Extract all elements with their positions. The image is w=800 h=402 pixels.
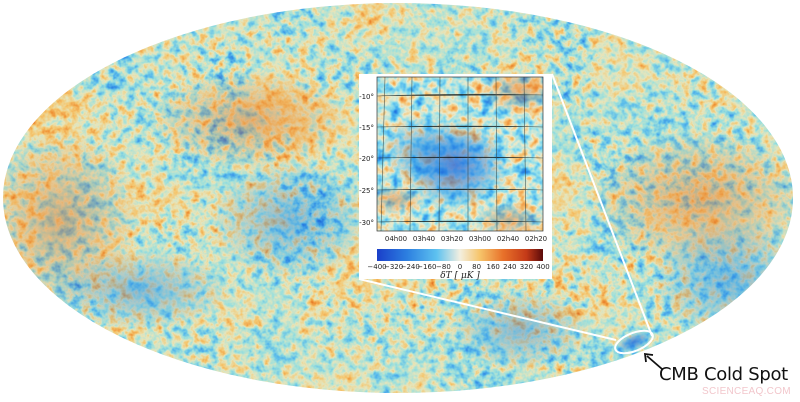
svg-text:03h00: 03h00 bbox=[469, 235, 491, 243]
inset-zoom-panel: -10° -15° -20° -25° -30° 04h00 03h40 03h… bbox=[359, 74, 552, 281]
inset-y-axis: -10° -15° -20° -25° -30° bbox=[359, 93, 374, 227]
inset-graticule bbox=[377, 77, 543, 231]
svg-text:03h40: 03h40 bbox=[413, 235, 435, 243]
svg-text:02h40: 02h40 bbox=[497, 235, 519, 243]
zoom-connector-lines bbox=[358, 73, 653, 341]
svg-text:−80: −80 bbox=[436, 263, 451, 271]
svg-text:−320: −320 bbox=[384, 263, 403, 271]
svg-text:03h20: 03h20 bbox=[441, 235, 463, 243]
watermark: SCIENCEAQ.COM bbox=[702, 386, 791, 397]
svg-text:320: 320 bbox=[520, 263, 533, 271]
svg-text:−400: −400 bbox=[367, 263, 386, 271]
svg-text:02h20: 02h20 bbox=[525, 235, 547, 243]
svg-text:-25°: -25° bbox=[359, 187, 374, 195]
svg-text:-30°: -30° bbox=[359, 219, 374, 227]
colorbar-label: δT [ μK ] bbox=[440, 271, 480, 281]
cold-spot-outline bbox=[614, 329, 654, 355]
svg-text:-20°: -20° bbox=[359, 155, 374, 163]
svg-text:−240: −240 bbox=[401, 263, 420, 271]
svg-text:80: 80 bbox=[472, 263, 481, 271]
svg-text:-15°: -15° bbox=[359, 124, 374, 132]
colorbar: −400 −320 −240 −160 −80 0 80 160 240 320… bbox=[367, 249, 550, 281]
svg-text:160: 160 bbox=[487, 263, 500, 271]
svg-text:04h00: 04h00 bbox=[385, 235, 407, 243]
svg-text:0: 0 bbox=[458, 263, 462, 271]
arrow-icon bbox=[643, 352, 663, 370]
inset-x-axis: 04h00 03h40 03h20 03h00 02h40 02h20 bbox=[385, 235, 547, 243]
svg-text:-10°: -10° bbox=[359, 93, 374, 101]
svg-text:−160: −160 bbox=[417, 263, 436, 271]
svg-text:240: 240 bbox=[503, 263, 516, 271]
cold-spot-label: CMB Cold Spot bbox=[659, 364, 788, 385]
inset-map bbox=[377, 77, 543, 231]
svg-text:400: 400 bbox=[536, 263, 549, 271]
